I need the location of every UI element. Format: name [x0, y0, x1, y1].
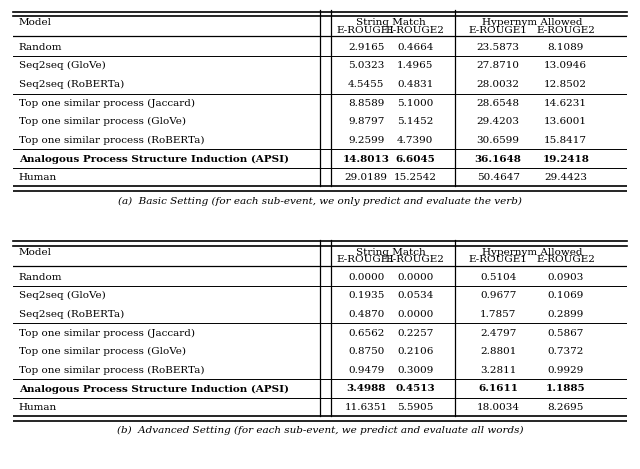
Text: 0.0534: 0.0534	[397, 291, 433, 300]
Text: 0.1935: 0.1935	[348, 291, 384, 300]
Text: 18.0034: 18.0034	[477, 403, 520, 412]
Text: Human: Human	[19, 174, 57, 182]
Text: Hypernym Allowed: Hypernym Allowed	[482, 248, 582, 257]
Text: 5.1000: 5.1000	[397, 99, 433, 108]
Text: E-ROUGE2: E-ROUGE2	[386, 256, 445, 265]
Text: Analogous Process Structure Induction (APSI): Analogous Process Structure Induction (A…	[19, 155, 289, 164]
Text: 0.3009: 0.3009	[397, 366, 433, 375]
Text: Top one similar process (RoBERTa): Top one similar process (RoBERTa)	[19, 366, 204, 375]
Text: 0.6562: 0.6562	[348, 329, 384, 338]
Text: 27.8710: 27.8710	[477, 61, 520, 70]
Text: 0.8750: 0.8750	[348, 347, 384, 356]
Text: Top one similar process (GloVe): Top one similar process (GloVe)	[19, 117, 186, 127]
Text: 50.4647: 50.4647	[477, 174, 520, 182]
Text: 9.8797: 9.8797	[348, 117, 384, 126]
Text: 15.2542: 15.2542	[394, 174, 436, 182]
Text: 29.4203: 29.4203	[477, 117, 520, 126]
Text: Hypernym Allowed: Hypernym Allowed	[482, 18, 582, 27]
Text: 0.7372: 0.7372	[548, 347, 584, 356]
Text: 4.7390: 4.7390	[397, 136, 433, 145]
Text: 0.4664: 0.4664	[397, 43, 433, 52]
Text: 13.6001: 13.6001	[544, 117, 588, 126]
Text: 0.9677: 0.9677	[480, 291, 516, 300]
Text: 28.6548: 28.6548	[477, 99, 520, 108]
Text: Model: Model	[19, 248, 52, 257]
Text: E-ROUGE2: E-ROUGE2	[536, 26, 595, 35]
Text: Human: Human	[19, 403, 57, 412]
Text: Top one similar process (GloVe): Top one similar process (GloVe)	[19, 347, 186, 356]
Text: 0.5867: 0.5867	[548, 329, 584, 338]
Text: Model: Model	[19, 18, 52, 27]
Text: Seq2seq (RoBERTa): Seq2seq (RoBERTa)	[19, 310, 124, 319]
Text: 13.0946: 13.0946	[544, 61, 588, 70]
Text: E-ROUGE1: E-ROUGE1	[337, 256, 396, 265]
Text: 1.1885: 1.1885	[546, 385, 586, 393]
Text: Seq2seq (RoBERTa): Seq2seq (RoBERTa)	[19, 80, 124, 89]
Text: 6.1611: 6.1611	[478, 385, 518, 393]
Text: 5.5905: 5.5905	[397, 403, 433, 412]
Text: Analogous Process Structure Induction (APSI): Analogous Process Structure Induction (A…	[19, 385, 289, 393]
Text: Seq2seq (GloVe): Seq2seq (GloVe)	[19, 291, 106, 300]
Text: 8.8589: 8.8589	[348, 99, 384, 108]
Text: 36.1648: 36.1648	[475, 155, 522, 164]
Text: (a)  Basic Setting (for each sub-event, we only predict and evaluate the verb): (a) Basic Setting (for each sub-event, w…	[118, 197, 522, 205]
Text: 2.9165: 2.9165	[348, 43, 384, 52]
Text: 0.5104: 0.5104	[480, 272, 516, 281]
Text: 29.0189: 29.0189	[344, 174, 388, 182]
Text: E-ROUGE1: E-ROUGE1	[468, 256, 527, 265]
Text: 1.7857: 1.7857	[480, 310, 516, 319]
Text: 2.8801: 2.8801	[480, 347, 516, 356]
Text: E-ROUGE1: E-ROUGE1	[337, 26, 396, 35]
Text: 23.5873: 23.5873	[477, 43, 520, 52]
Text: 0.4831: 0.4831	[397, 80, 433, 89]
Text: 14.6231: 14.6231	[544, 99, 588, 108]
Text: 2.4797: 2.4797	[480, 329, 516, 338]
Text: Random: Random	[19, 272, 63, 281]
Text: 11.6351: 11.6351	[344, 403, 388, 412]
Text: String Match: String Match	[356, 248, 426, 257]
Text: Seq2seq (GloVe): Seq2seq (GloVe)	[19, 61, 106, 70]
Text: 28.0032: 28.0032	[477, 80, 520, 89]
Text: Top one similar process (RoBERTa): Top one similar process (RoBERTa)	[19, 136, 204, 145]
Text: 0.1069: 0.1069	[548, 291, 584, 300]
Text: 0.2106: 0.2106	[397, 347, 433, 356]
Text: 0.0000: 0.0000	[397, 310, 433, 319]
Text: 0.2899: 0.2899	[548, 310, 584, 319]
Text: 19.2418: 19.2418	[542, 155, 589, 164]
Text: 5.0323: 5.0323	[348, 61, 384, 70]
Text: 3.2811: 3.2811	[480, 366, 516, 375]
Text: 0.4870: 0.4870	[348, 310, 384, 319]
Text: 9.2599: 9.2599	[348, 136, 384, 145]
Text: E-ROUGE2: E-ROUGE2	[386, 26, 445, 35]
Text: 0.4513: 0.4513	[396, 385, 435, 393]
Text: E-ROUGE1: E-ROUGE1	[468, 26, 527, 35]
Text: 0.0000: 0.0000	[397, 272, 433, 281]
Text: 6.6045: 6.6045	[396, 155, 435, 164]
Text: 8.1089: 8.1089	[548, 43, 584, 52]
Text: String Match: String Match	[356, 18, 426, 27]
Text: 0.9479: 0.9479	[348, 366, 384, 375]
Text: 8.2695: 8.2695	[548, 403, 584, 412]
Text: Random: Random	[19, 43, 63, 52]
Text: 30.6599: 30.6599	[477, 136, 520, 145]
Text: 1.4965: 1.4965	[397, 61, 433, 70]
Text: 3.4988: 3.4988	[346, 385, 386, 393]
Text: 0.0903: 0.0903	[548, 272, 584, 281]
Text: 0.9929: 0.9929	[548, 366, 584, 375]
Text: 15.8417: 15.8417	[544, 136, 588, 145]
Text: 0.0000: 0.0000	[348, 272, 384, 281]
Text: 5.1452: 5.1452	[397, 117, 433, 126]
Text: 0.2257: 0.2257	[397, 329, 433, 338]
Text: 29.4423: 29.4423	[544, 174, 588, 182]
Text: Top one similar process (Jaccard): Top one similar process (Jaccard)	[19, 98, 195, 108]
Text: 14.8013: 14.8013	[342, 155, 390, 164]
Text: E-ROUGE2: E-ROUGE2	[536, 256, 595, 265]
Text: (b)  Advanced Setting (for each sub-event, we predict and evaluate all words): (b) Advanced Setting (for each sub-event…	[116, 426, 524, 435]
Text: 12.8502: 12.8502	[544, 80, 588, 89]
Text: 4.5455: 4.5455	[348, 80, 384, 89]
Text: Top one similar process (Jaccard): Top one similar process (Jaccard)	[19, 328, 195, 338]
